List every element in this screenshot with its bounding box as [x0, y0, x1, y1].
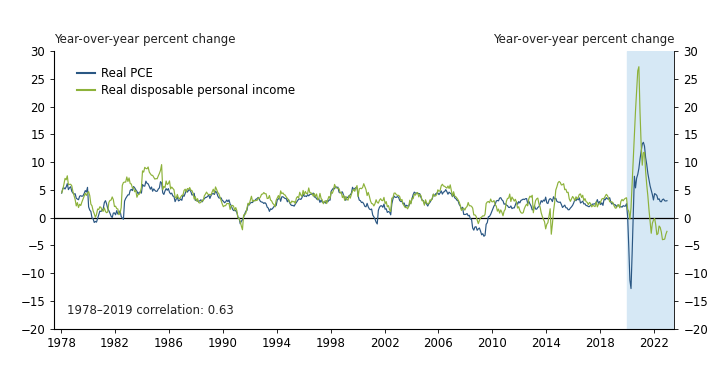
Text: Year-over-year percent change: Year-over-year percent change	[493, 32, 674, 46]
Legend: Real PCE, Real disposable personal income: Real PCE, Real disposable personal incom…	[72, 62, 300, 101]
Text: 1978–2019 correlation: 0.63: 1978–2019 correlation: 0.63	[67, 304, 233, 318]
Text: Year-over-year percent change: Year-over-year percent change	[54, 32, 236, 46]
Bar	[627, 51, 674, 328]
